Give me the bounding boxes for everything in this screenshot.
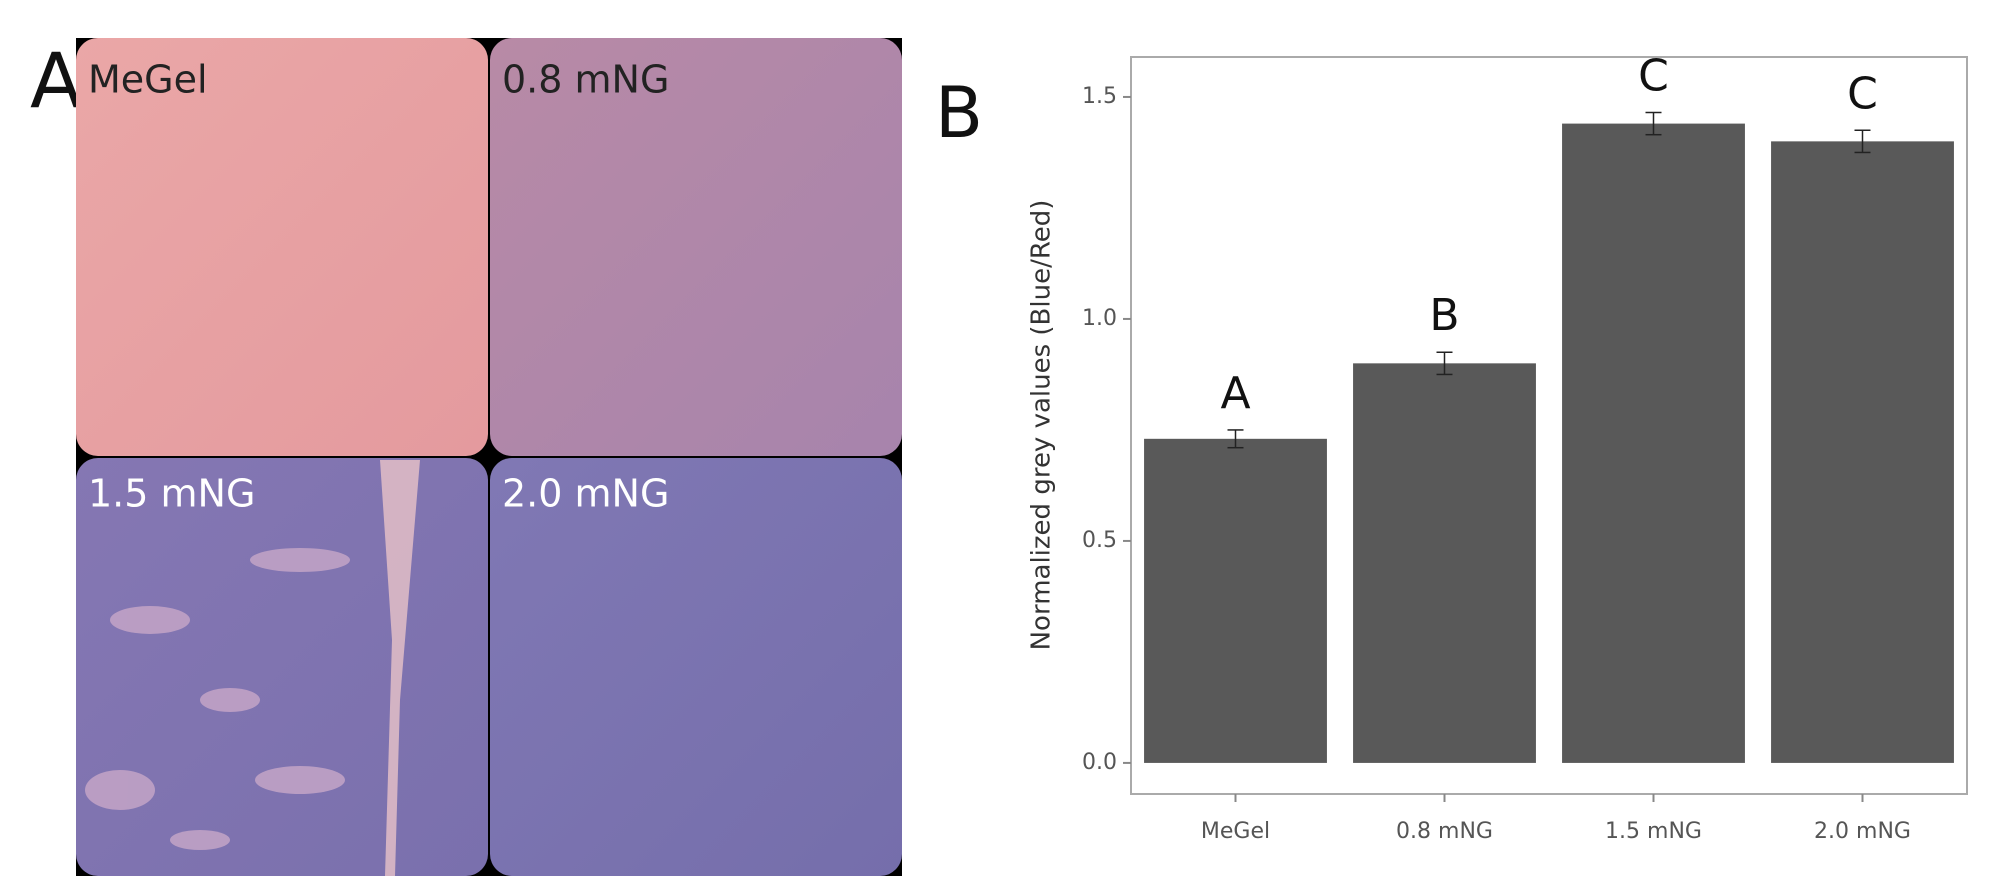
y-tick-label: 1.5 xyxy=(1082,84,1117,109)
error-bar xyxy=(1436,351,1453,376)
error-bar xyxy=(1645,111,1662,136)
significance-letter: B xyxy=(1429,290,1459,341)
y-tick-label: 1.0 xyxy=(1082,306,1117,331)
panel-label: A xyxy=(30,36,82,125)
image-15mng xyxy=(76,458,488,876)
tissue-patches xyxy=(85,460,420,876)
significance-letter: C xyxy=(1847,68,1878,119)
error-bar xyxy=(1854,129,1871,154)
error-bar xyxy=(1227,429,1244,449)
y-tick-label: 0.0 xyxy=(1082,750,1117,775)
significance-letter: A xyxy=(1220,368,1250,419)
bar xyxy=(1353,363,1536,763)
x-tick-label: 1.5 mNG xyxy=(1605,819,1702,844)
image-label: 1.5 mNG xyxy=(88,472,255,516)
y-tick-label: 0.5 xyxy=(1082,528,1117,553)
image-megel xyxy=(76,38,488,456)
significance-letter: C xyxy=(1638,50,1669,101)
plot-frame xyxy=(1130,56,1968,795)
x-tick-label: MeGel xyxy=(1201,819,1270,844)
panel-label: B xyxy=(935,72,983,154)
image-label: 2.0 mNG xyxy=(502,472,669,516)
y-axis-label: Normalized grey values (Blue/Red) xyxy=(1027,200,1057,651)
image-label: 0.8 mNG xyxy=(502,58,669,102)
bar xyxy=(1771,141,1954,763)
image-label: MeGel xyxy=(88,58,208,102)
bar xyxy=(1144,438,1327,763)
x-tick-label: 0.8 mNG xyxy=(1396,819,1493,844)
bar xyxy=(1562,123,1745,763)
image-08mng xyxy=(490,38,902,456)
image-20mng xyxy=(490,458,902,876)
x-tick-label: 2.0 mNG xyxy=(1814,819,1911,844)
